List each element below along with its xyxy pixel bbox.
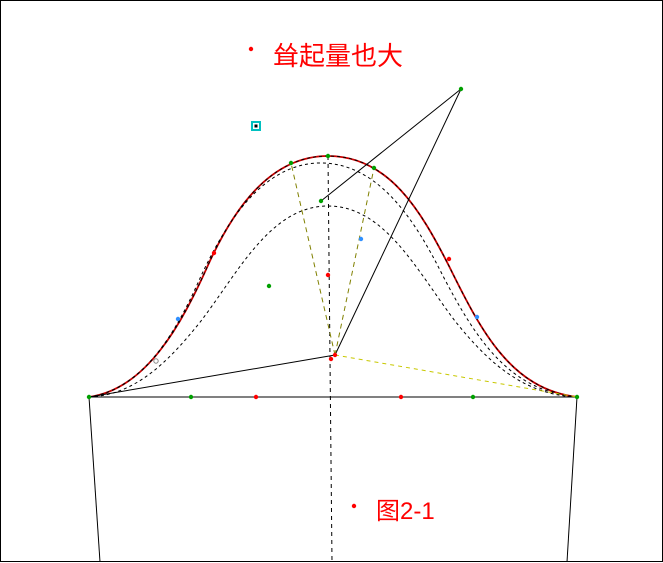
control-point-13[interactable] [333, 353, 337, 357]
control-point-1[interactable] [319, 199, 323, 203]
line-diag_right_y [335, 355, 577, 397]
diagram-canvas: 耸起量也大 图2-1 [0, 0, 663, 562]
control-point-14[interactable] [329, 357, 333, 361]
line-frame_right [567, 397, 577, 562]
line-leader_2 [335, 89, 461, 355]
dot-title_dot [249, 47, 253, 51]
control-point-9[interactable] [267, 284, 271, 288]
curve-outer_solid_red [89, 156, 577, 397]
line-ray_r [335, 168, 374, 355]
dot-figure_dot [352, 504, 356, 508]
control-point-5[interactable] [289, 161, 293, 165]
control-point-20[interactable] [154, 359, 158, 363]
curve-outer_dashed [89, 156, 577, 397]
control-point-11[interactable] [254, 395, 258, 399]
figure-number-label: 图2-1 [376, 491, 435, 526]
control-point-12[interactable] [399, 395, 403, 399]
control-point-16[interactable] [447, 257, 451, 261]
curve-outer_shifted_dashed [89, 163, 577, 397]
control-point-7[interactable] [189, 395, 193, 399]
line-diag_left [89, 355, 335, 397]
drawing-svg [1, 1, 663, 563]
control-point-15[interactable] [212, 251, 216, 255]
control-point-19[interactable] [176, 317, 180, 321]
line-frame_left [89, 397, 100, 562]
curve-inner_dashed [89, 206, 577, 397]
control-point-17[interactable] [359, 237, 363, 241]
selected-control-point[interactable] [251, 121, 261, 131]
control-point-10[interactable] [326, 273, 330, 277]
control-point-8[interactable] [471, 395, 475, 399]
control-point-3[interactable] [575, 395, 579, 399]
line-leader_1 [321, 89, 461, 201]
control-point-2[interactable] [87, 395, 91, 399]
control-point-18[interactable] [475, 315, 479, 319]
control-point-6[interactable] [372, 166, 376, 170]
control-point-4[interactable] [326, 154, 330, 158]
control-point-0[interactable] [459, 87, 463, 91]
annotation-label-rise: 耸起量也大 [273, 36, 403, 73]
